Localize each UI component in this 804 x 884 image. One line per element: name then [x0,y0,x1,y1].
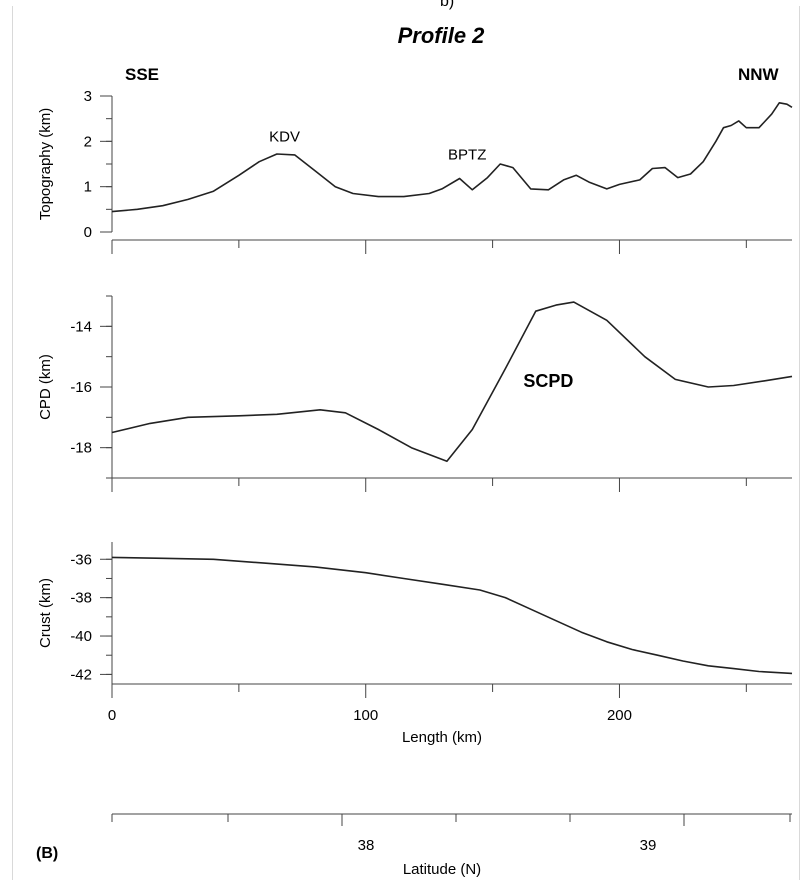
direction-sse: SSE [125,65,159,84]
crust-x-axis-label: Length (km) [402,729,482,746]
latitude-axis-label: Latitude (N) [403,861,481,878]
latitude-tick-label: 39 [640,837,657,854]
figure-title: Profile 2 [398,23,486,48]
scpd-series-line [111,301,793,463]
scpd-y-axis-label: CPD (km) [37,354,54,420]
crust-y-tick-label: -36 [70,551,92,568]
direction-nnw: NNW [738,65,780,84]
header-fragment: b) [440,0,454,10]
topography-y-axis-label: Topography (km) [37,108,54,221]
chart-panels: 0 1 2 3 Topography (km) KDV BPTZ -18 -16 -14 CPD (… [37,88,793,746]
topography-annotation: KDV [269,128,300,145]
panel-label: (B) [36,845,58,862]
topography-y-tick-label: 3 [84,88,92,105]
scpd-annotation: SCPD [523,371,573,391]
crust-y-tick-label: -38 [70,590,92,607]
crust-y-tick-label: -40 [70,628,92,645]
topography-annotation: BPTZ [448,146,486,163]
crust-y-axis-label: Crust (km) [37,578,54,648]
crust-series-line [111,556,793,675]
scpd-y-tick-label: -18 [70,440,92,457]
crust-x-tick-label: 100 [353,707,378,724]
topography-y-tick-label: 0 [84,224,92,241]
crust-x-tick-label: 200 [607,707,632,724]
topography-series-line [111,102,793,213]
crust-x-tick-label: 0 [108,707,116,724]
scpd-y-tick-label: -14 [70,318,92,335]
latitude-tick-label: 38 [358,837,375,854]
crust-y-tick-label: -42 [70,666,92,683]
latitude-axis: 38 39 Latitude (N) [111,813,792,878]
figure-frame [12,6,800,880]
topography-y-tick-label: 1 [84,179,92,196]
topography-y-tick-label: 2 [84,133,92,150]
scpd-y-tick-label: -16 [70,379,92,396]
